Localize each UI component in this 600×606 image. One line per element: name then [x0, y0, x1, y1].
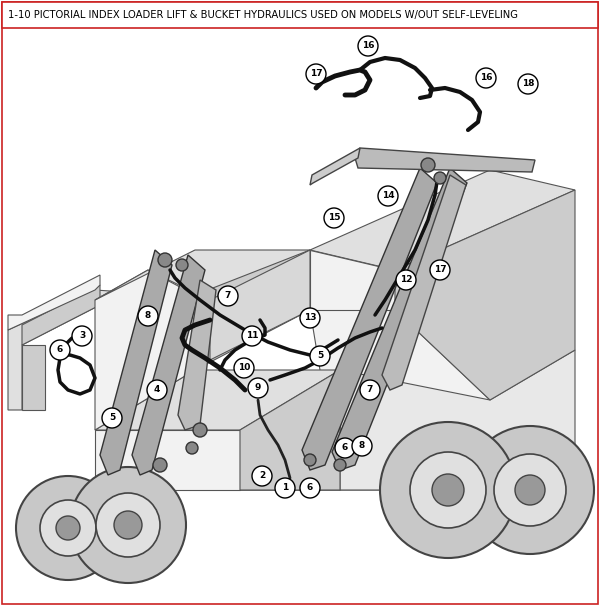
Polygon shape: [178, 280, 216, 430]
Circle shape: [218, 286, 238, 306]
Circle shape: [430, 260, 450, 280]
Circle shape: [50, 340, 70, 360]
Polygon shape: [210, 250, 310, 360]
Circle shape: [358, 36, 378, 56]
Text: 18: 18: [522, 79, 534, 88]
Text: 17: 17: [310, 70, 322, 79]
Polygon shape: [95, 250, 310, 300]
Circle shape: [138, 306, 158, 326]
Text: 14: 14: [382, 191, 394, 201]
Circle shape: [380, 422, 516, 558]
Circle shape: [193, 423, 207, 437]
Circle shape: [102, 408, 122, 428]
Circle shape: [158, 253, 172, 267]
Text: 16: 16: [362, 41, 374, 50]
Polygon shape: [95, 270, 195, 430]
Circle shape: [72, 326, 92, 346]
Text: 8: 8: [145, 311, 151, 321]
Text: 5: 5: [109, 413, 115, 422]
Circle shape: [40, 500, 96, 556]
Polygon shape: [240, 370, 490, 490]
Circle shape: [147, 380, 167, 400]
Circle shape: [234, 358, 254, 378]
Text: 16: 16: [480, 73, 492, 82]
Polygon shape: [302, 168, 437, 470]
Circle shape: [476, 68, 496, 88]
Text: 17: 17: [434, 265, 446, 275]
Polygon shape: [332, 168, 467, 470]
Text: 3: 3: [79, 331, 85, 341]
Text: 12: 12: [400, 276, 412, 284]
Circle shape: [248, 378, 268, 398]
Text: 4: 4: [154, 385, 160, 395]
Polygon shape: [382, 175, 466, 390]
Polygon shape: [355, 148, 535, 172]
Circle shape: [421, 158, 435, 172]
Polygon shape: [8, 275, 100, 330]
Circle shape: [324, 208, 344, 228]
Polygon shape: [240, 310, 490, 490]
Circle shape: [410, 452, 486, 528]
Polygon shape: [340, 350, 575, 490]
Polygon shape: [240, 370, 340, 490]
Circle shape: [396, 270, 416, 290]
Circle shape: [466, 426, 594, 554]
Circle shape: [242, 326, 262, 346]
Text: 6: 6: [342, 444, 348, 453]
Polygon shape: [95, 430, 240, 490]
Circle shape: [378, 186, 398, 206]
Text: 5: 5: [317, 351, 323, 361]
Circle shape: [434, 172, 446, 184]
Polygon shape: [310, 170, 575, 270]
Polygon shape: [132, 255, 205, 475]
Circle shape: [360, 380, 380, 400]
Polygon shape: [310, 250, 395, 310]
Circle shape: [96, 493, 160, 557]
Text: 13: 13: [304, 313, 316, 322]
Circle shape: [56, 516, 80, 540]
Circle shape: [114, 511, 142, 539]
Text: 2: 2: [259, 471, 265, 481]
Polygon shape: [195, 250, 310, 370]
Polygon shape: [8, 290, 170, 410]
Circle shape: [186, 442, 198, 454]
Circle shape: [310, 346, 330, 366]
Circle shape: [335, 438, 355, 458]
Circle shape: [334, 459, 346, 471]
Polygon shape: [22, 285, 100, 345]
Text: 1: 1: [282, 484, 288, 493]
Circle shape: [306, 64, 326, 84]
Polygon shape: [395, 190, 575, 400]
Circle shape: [16, 476, 120, 580]
Circle shape: [352, 436, 372, 456]
Text: 7: 7: [225, 291, 231, 301]
Text: 11: 11: [246, 331, 258, 341]
Circle shape: [252, 466, 272, 486]
Circle shape: [300, 478, 320, 498]
Text: 10: 10: [238, 364, 250, 373]
Text: 8: 8: [359, 442, 365, 450]
Text: 6: 6: [57, 345, 63, 355]
Text: 15: 15: [328, 213, 340, 222]
Circle shape: [300, 308, 320, 328]
Text: 7: 7: [367, 385, 373, 395]
Text: 6: 6: [307, 484, 313, 493]
Text: 1-10 PICTORIAL INDEX LOADER LIFT & BUCKET HYDRAULICS USED ON MODELS W/OUT SELF-L: 1-10 PICTORIAL INDEX LOADER LIFT & BUCKE…: [8, 10, 518, 20]
Polygon shape: [95, 370, 340, 430]
Circle shape: [304, 454, 316, 466]
Polygon shape: [22, 345, 45, 410]
Circle shape: [494, 454, 566, 526]
Circle shape: [515, 475, 545, 505]
Polygon shape: [100, 250, 172, 475]
Circle shape: [153, 458, 167, 472]
Circle shape: [70, 467, 186, 583]
Circle shape: [518, 74, 538, 94]
Polygon shape: [310, 148, 360, 185]
Bar: [2, 2, 598, 28]
Circle shape: [275, 478, 295, 498]
Text: 9: 9: [255, 384, 261, 393]
Circle shape: [432, 474, 464, 506]
Circle shape: [176, 259, 188, 271]
